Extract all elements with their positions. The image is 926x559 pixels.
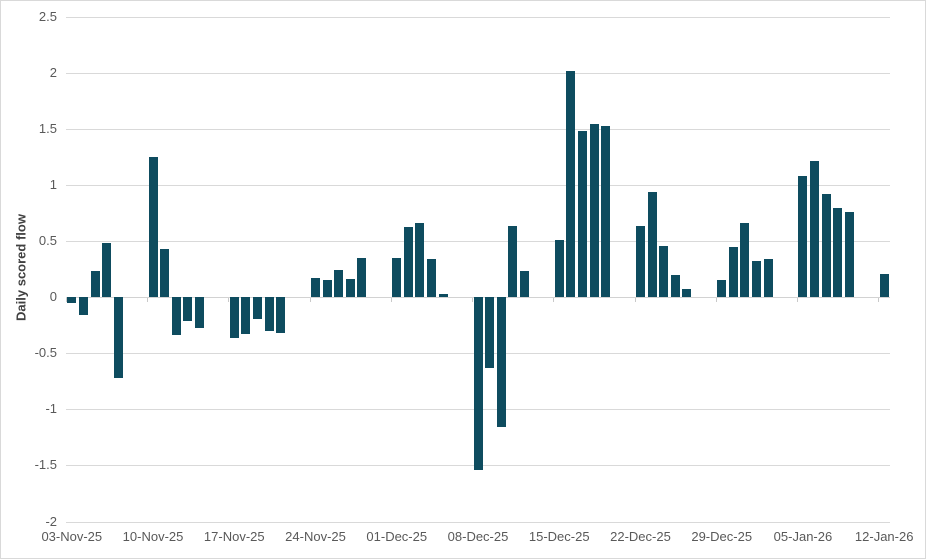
bar xyxy=(798,176,808,298)
bar xyxy=(717,280,727,298)
x-axis-tick xyxy=(797,298,799,303)
bar xyxy=(879,273,889,298)
gridline xyxy=(66,73,890,75)
bar xyxy=(183,297,193,321)
x-axis-tick xyxy=(390,298,392,303)
x-axis-tick xyxy=(309,298,311,303)
bar xyxy=(554,240,564,298)
x-axis-tick xyxy=(878,298,880,303)
bar xyxy=(241,297,251,335)
x-tick-label: 22-Dec-25 xyxy=(610,529,671,544)
x-axis-tick xyxy=(66,298,67,303)
x-tick-label: 05-Jan-26 xyxy=(773,529,833,544)
bar xyxy=(810,160,820,298)
x-tick-label: 03-Nov-25 xyxy=(41,529,103,544)
bar xyxy=(833,207,843,298)
bar xyxy=(752,261,762,298)
y-tick-label: 2.5 xyxy=(38,9,57,24)
x-tick-label: 24-Nov-25 xyxy=(285,529,346,544)
bar xyxy=(682,289,692,298)
bar xyxy=(508,225,518,298)
gridline xyxy=(66,521,890,523)
gridline xyxy=(66,185,890,187)
bar xyxy=(659,245,669,298)
bar xyxy=(473,297,483,470)
y-axis-title: Daily scored flow xyxy=(13,214,29,322)
x-tick-label: 17-Nov-25 xyxy=(203,529,265,544)
x-tick-label: 08-Dec-25 xyxy=(447,529,509,544)
bar xyxy=(647,191,657,298)
y-tick-label: -0.5 xyxy=(34,345,57,361)
y-tick-label: -1.5 xyxy=(34,457,57,473)
bar xyxy=(601,125,611,298)
y-tick-label: 2 xyxy=(49,65,57,81)
bar xyxy=(67,297,77,303)
x-axis-tick xyxy=(228,298,230,303)
bar xyxy=(496,297,506,428)
bar xyxy=(763,259,773,298)
bar xyxy=(485,297,495,368)
bar xyxy=(171,297,181,336)
bar xyxy=(635,225,645,298)
x-axis-tick xyxy=(715,298,717,303)
bar xyxy=(160,249,170,298)
bar xyxy=(566,70,576,298)
bar xyxy=(252,297,262,319)
x-axis-tick xyxy=(147,298,149,303)
gridline xyxy=(66,129,890,131)
x-tick-label: 15-Dec-25 xyxy=(528,529,590,544)
y-tick-label: 0 xyxy=(49,289,57,305)
bar xyxy=(194,297,204,328)
bar xyxy=(102,243,112,298)
bar xyxy=(334,270,344,298)
bar xyxy=(740,223,750,298)
bar xyxy=(345,279,355,298)
bar xyxy=(322,280,332,298)
x-tick-label: 12-Jan-26 xyxy=(854,529,914,544)
bar xyxy=(78,297,88,316)
bar xyxy=(392,258,402,298)
y-tick-label: -1 xyxy=(45,401,57,417)
bar xyxy=(113,297,123,378)
y-tick-label: 0.5 xyxy=(38,233,57,249)
bar xyxy=(577,131,587,298)
bar xyxy=(148,157,158,298)
y-tick-label: 1 xyxy=(49,177,57,193)
gridline xyxy=(66,17,890,18)
bar xyxy=(311,278,321,298)
bar xyxy=(427,259,437,298)
bar xyxy=(670,274,680,298)
bar xyxy=(589,123,599,298)
x-tick-label: 29-Dec-25 xyxy=(691,529,753,544)
x-tick-label: 10-Nov-25 xyxy=(122,529,184,544)
x-tick-label: 01-Dec-25 xyxy=(366,529,428,544)
bar xyxy=(519,271,529,298)
bar xyxy=(229,297,239,338)
bar xyxy=(844,212,854,298)
bar xyxy=(90,271,100,298)
y-tick-label: -2 xyxy=(45,513,57,529)
bar xyxy=(438,293,448,298)
bar xyxy=(403,226,413,298)
bar xyxy=(415,223,425,298)
bar xyxy=(821,194,831,298)
bar xyxy=(276,297,286,334)
gridline xyxy=(66,241,890,243)
bar xyxy=(264,297,274,331)
x-axis-tick xyxy=(634,298,636,303)
x-axis-tick xyxy=(553,298,555,303)
bar xyxy=(357,258,367,298)
bar xyxy=(728,246,738,298)
y-tick-label: 1.5 xyxy=(38,121,57,137)
x-axis-tick xyxy=(472,298,474,303)
